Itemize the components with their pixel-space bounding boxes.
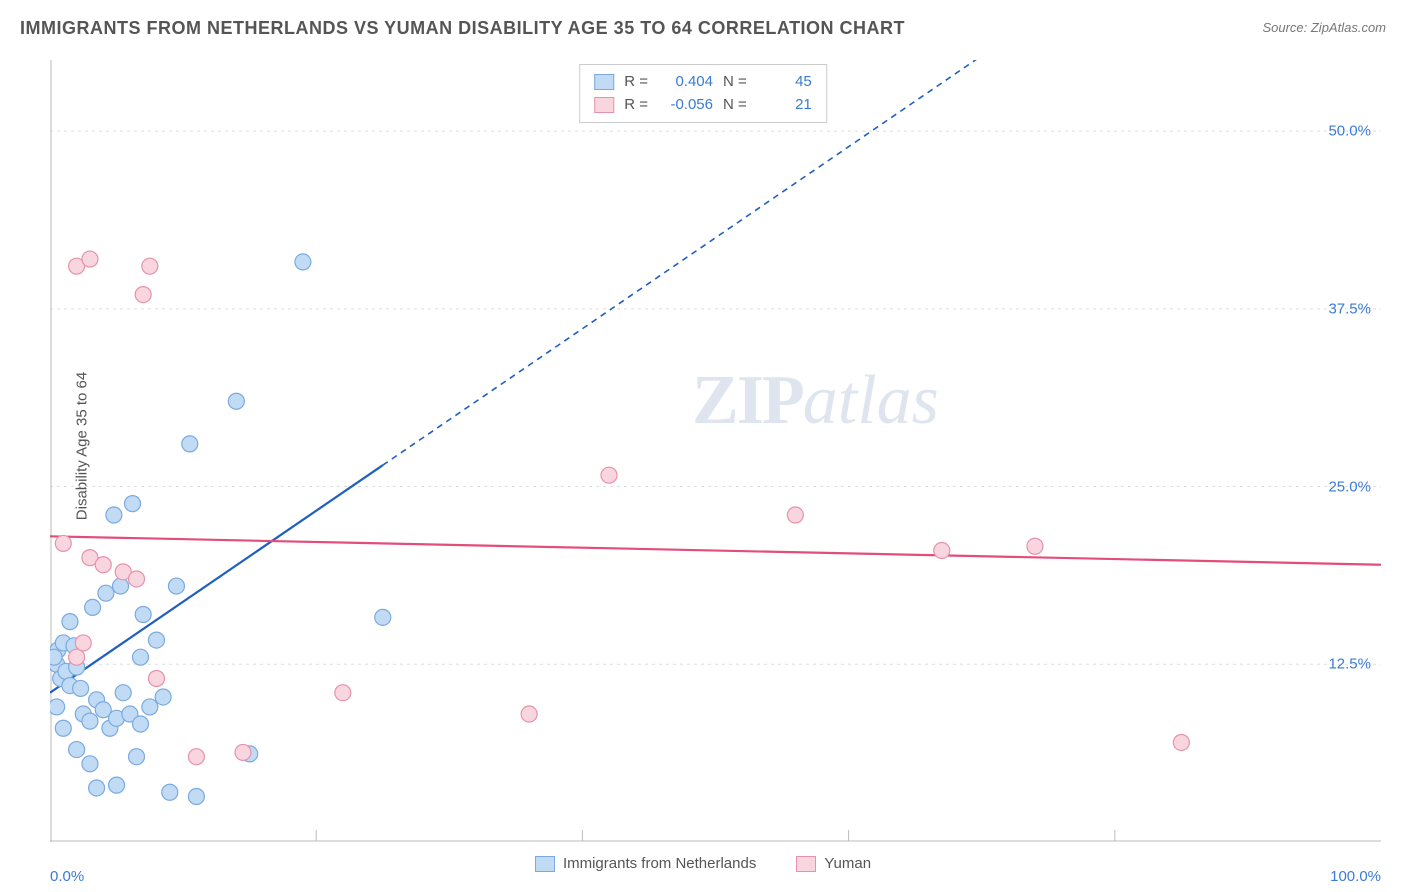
r-value: 0.404: [658, 71, 713, 94]
legend-label: Immigrants from Netherlands: [563, 855, 756, 872]
source-attribution: Source: ZipAtlas.com: [1262, 20, 1386, 35]
legend-label: Yuman: [824, 855, 871, 872]
y-tick-label: 37.5%: [1328, 300, 1371, 317]
r-label: R =: [624, 71, 648, 94]
n-value: 21: [757, 94, 812, 117]
n-value: 45: [757, 71, 812, 94]
chart-title: IMMIGRANTS FROM NETHERLANDS VS YUMAN DIS…: [20, 18, 905, 39]
scatter-chart: [50, 60, 1381, 842]
legend-item-netherlands: Immigrants from Netherlands: [535, 855, 756, 872]
legend-swatch: [796, 856, 816, 872]
legend-row-yuman: R = -0.056 N = 21: [594, 94, 812, 117]
correlation-legend: R = 0.404 N = 45 R = -0.056 N = 21: [579, 64, 827, 123]
r-label: R =: [624, 94, 648, 117]
series-legend: Immigrants from Netherlands Yuman: [0, 855, 1406, 872]
n-label: N =: [723, 71, 747, 94]
r-value: -0.056: [658, 94, 713, 117]
legend-swatch: [594, 74, 614, 90]
y-tick-label: 12.5%: [1328, 656, 1371, 673]
legend-row-netherlands: R = 0.404 N = 45: [594, 71, 812, 94]
n-label: N =: [723, 94, 747, 117]
y-tick-label: 50.0%: [1328, 123, 1371, 140]
legend-swatch: [594, 97, 614, 113]
legend-item-yuman: Yuman: [796, 855, 871, 872]
legend-swatch: [535, 856, 555, 872]
y-tick-label: 25.0%: [1328, 478, 1371, 495]
